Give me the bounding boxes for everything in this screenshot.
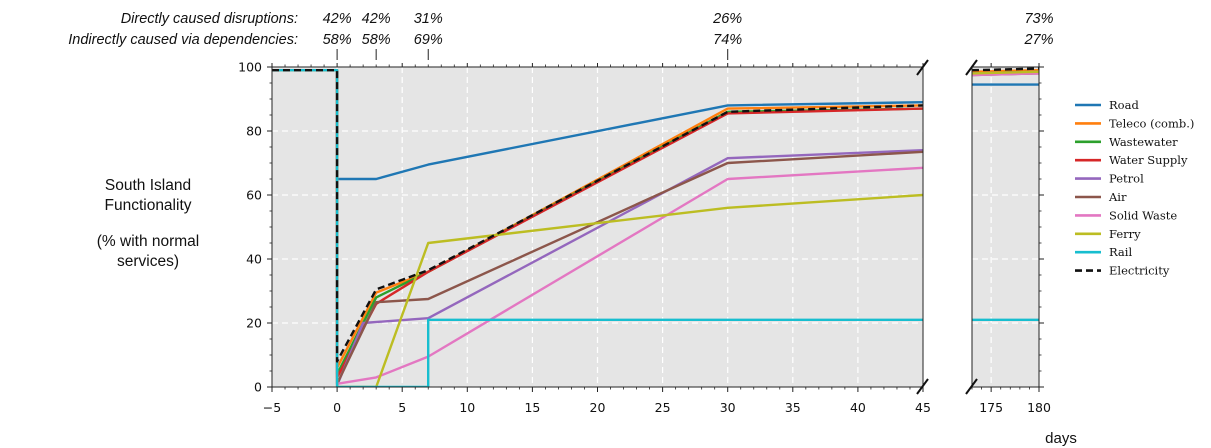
indirect-value: 58% — [362, 32, 391, 48]
indirect-value: 58% — [323, 32, 352, 48]
y-tick-label: 0 — [254, 380, 262, 395]
x-tick-label: 35 — [785, 400, 801, 415]
x-tick-label: 180 — [1027, 400, 1051, 415]
y-tick-label: 60 — [246, 188, 262, 203]
direct-value: 42% — [323, 11, 352, 27]
x-tick-label: 10 — [459, 400, 475, 415]
legend-label-wastewater: Wastewater — [1109, 135, 1178, 149]
series-line-electricity-right — [972, 67, 1039, 72]
x-tick-label: 0 — [333, 400, 341, 415]
indirect-value: 27% — [1023, 32, 1053, 48]
y-tick-label: 40 — [246, 252, 262, 267]
x-tick-label: 175 — [979, 400, 1003, 415]
x-tick-label: 20 — [590, 400, 606, 415]
direct-label: Directly caused disruptions: — [121, 11, 298, 27]
x-tick-label: −5 — [263, 400, 281, 415]
legend: Road Teleco (comb.) Wastewater Water Supply… — [1075, 98, 1194, 278]
indirect-value: 69% — [414, 32, 443, 48]
series-right — [972, 67, 1039, 321]
break-mark-bottom-right — [965, 378, 978, 395]
x-tick-label: 15 — [524, 400, 540, 415]
series-line-solid-waste-right — [972, 72, 1039, 77]
annotation-values: 42% 58% 42% 58% 31% 69% 26% 74% 73% 27% — [323, 11, 1054, 60]
legend-label-teleco-comb: Teleco (comb.) — [1109, 116, 1194, 130]
indirect-value: 74% — [713, 32, 742, 48]
y-tick-label: 20 — [246, 316, 262, 331]
legend-label-ferry: Ferry — [1109, 227, 1141, 241]
series-line-rail — [272, 68, 923, 387]
legend-label-rail: Rail — [1109, 245, 1132, 259]
series-line-teleco-comb-right — [972, 69, 1039, 73]
break-mark-bottom-left — [916, 378, 929, 395]
x-tick-label: 5 — [398, 400, 406, 415]
ylabel-line1: South Island — [105, 177, 191, 194]
legend-label-road: Road — [1109, 98, 1139, 112]
y-tick-label: 80 — [246, 124, 262, 139]
indirect-label: Indirectly caused via dependencies: — [68, 32, 298, 48]
x-tick-label: 30 — [720, 400, 736, 415]
y-tick-label: 100 — [238, 60, 262, 75]
ylabel-line3: (% with normal — [97, 233, 200, 250]
xlabel-days: days — [1045, 430, 1077, 447]
x-tick-label: 45 — [915, 400, 931, 415]
legend-label-water-supply: Water Supply — [1109, 153, 1188, 167]
direct-value: 42% — [362, 11, 391, 27]
x-tick-label: 25 — [655, 400, 671, 415]
legend-label-electricity: Electricity — [1109, 264, 1170, 278]
break-mark-top-left — [916, 59, 929, 76]
legend-label-petrol: Petrol — [1109, 172, 1144, 186]
ylabel-line2: Functionality — [104, 197, 191, 214]
legend-label-air: Air — [1108, 190, 1127, 204]
legend-label-solid-waste: Solid Waste — [1109, 208, 1177, 222]
series-left — [272, 68, 923, 387]
ylabel-line4: services) — [117, 253, 179, 270]
axis-break-marks — [916, 59, 978, 395]
x-tick-label: 40 — [850, 400, 866, 415]
plot-panel-right — [972, 67, 1039, 387]
series-line-ferry-right — [972, 70, 1039, 75]
direct-value: 31% — [414, 11, 443, 27]
direct-value: 26% — [712, 11, 742, 27]
break-mark-top-right — [965, 59, 978, 76]
direct-value: 73% — [1024, 11, 1053, 27]
